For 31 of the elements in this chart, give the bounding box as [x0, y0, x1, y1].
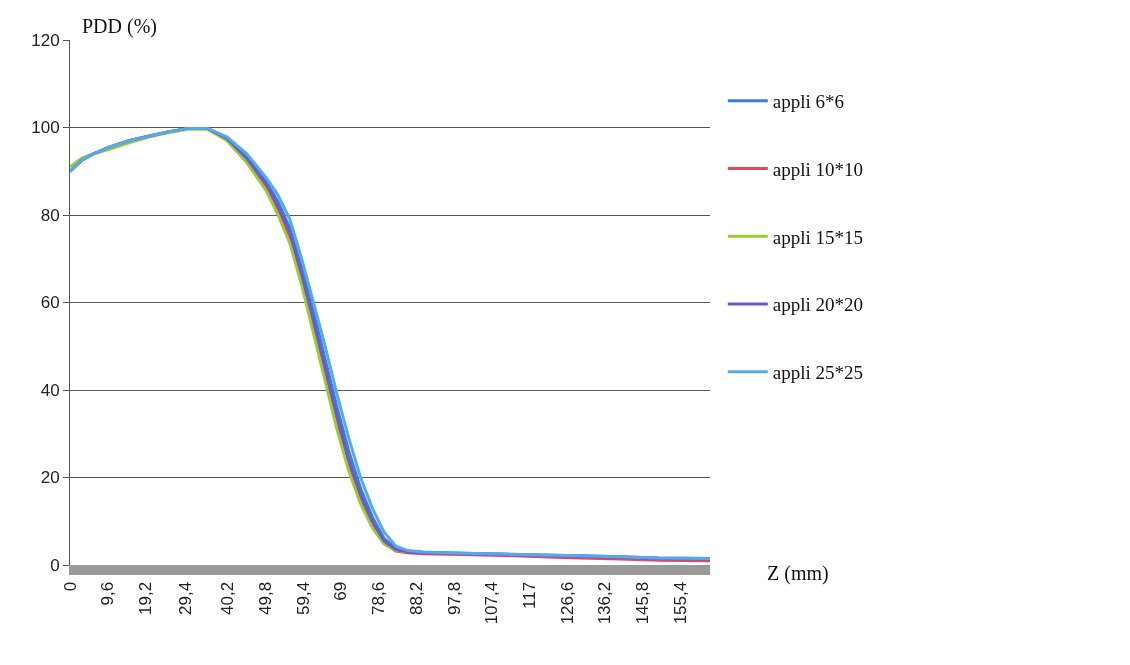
legend-label: appli 15*15 [772, 226, 864, 248]
x-axis-title: Z (mm) [767, 562, 829, 585]
x-tick-label: 19,2 [135, 581, 155, 615]
y-tick-label: 120 [31, 30, 60, 50]
x-tick-label: 145,8 [632, 581, 652, 625]
y-tick-label: 0 [50, 555, 60, 575]
y-tick-label: 20 [40, 468, 60, 488]
x-tick-label: 136,2 [595, 581, 615, 625]
x-tick-label: 29,4 [175, 581, 195, 615]
x-tick-label: 155,4 [670, 581, 690, 625]
legend-label: appli 10*10 [772, 158, 864, 180]
x-tick-label: 40,2 [218, 581, 238, 615]
x-tick-label: 88,2 [406, 581, 426, 615]
x-tick-label: 107,4 [482, 581, 502, 625]
legend-label: appli 25*25 [772, 362, 864, 384]
x-tick-label: 78,6 [369, 581, 389, 615]
y-tick-label: 60 [40, 293, 60, 313]
x-tick-label: 0 [60, 581, 80, 592]
y-tick-label: 40 [40, 380, 60, 400]
x-tick-label: 69 [331, 581, 351, 601]
y-axis-title: PDD (%) [82, 15, 157, 38]
y-tick-label: 100 [31, 118, 60, 138]
x-tick-label: 117 [519, 581, 539, 609]
x-tick-label: 126,6 [557, 581, 577, 625]
y-tick-label: 80 [40, 205, 60, 225]
legend-label: appli 6*6 [772, 91, 845, 113]
x-tick-label: 9,6 [98, 581, 118, 606]
legend-label: appli 20*20 [772, 294, 864, 316]
x-tick-label: 49,8 [256, 581, 276, 615]
x-tick-label: 97,8 [444, 581, 464, 615]
x-tick-label: 59,4 [293, 581, 313, 615]
